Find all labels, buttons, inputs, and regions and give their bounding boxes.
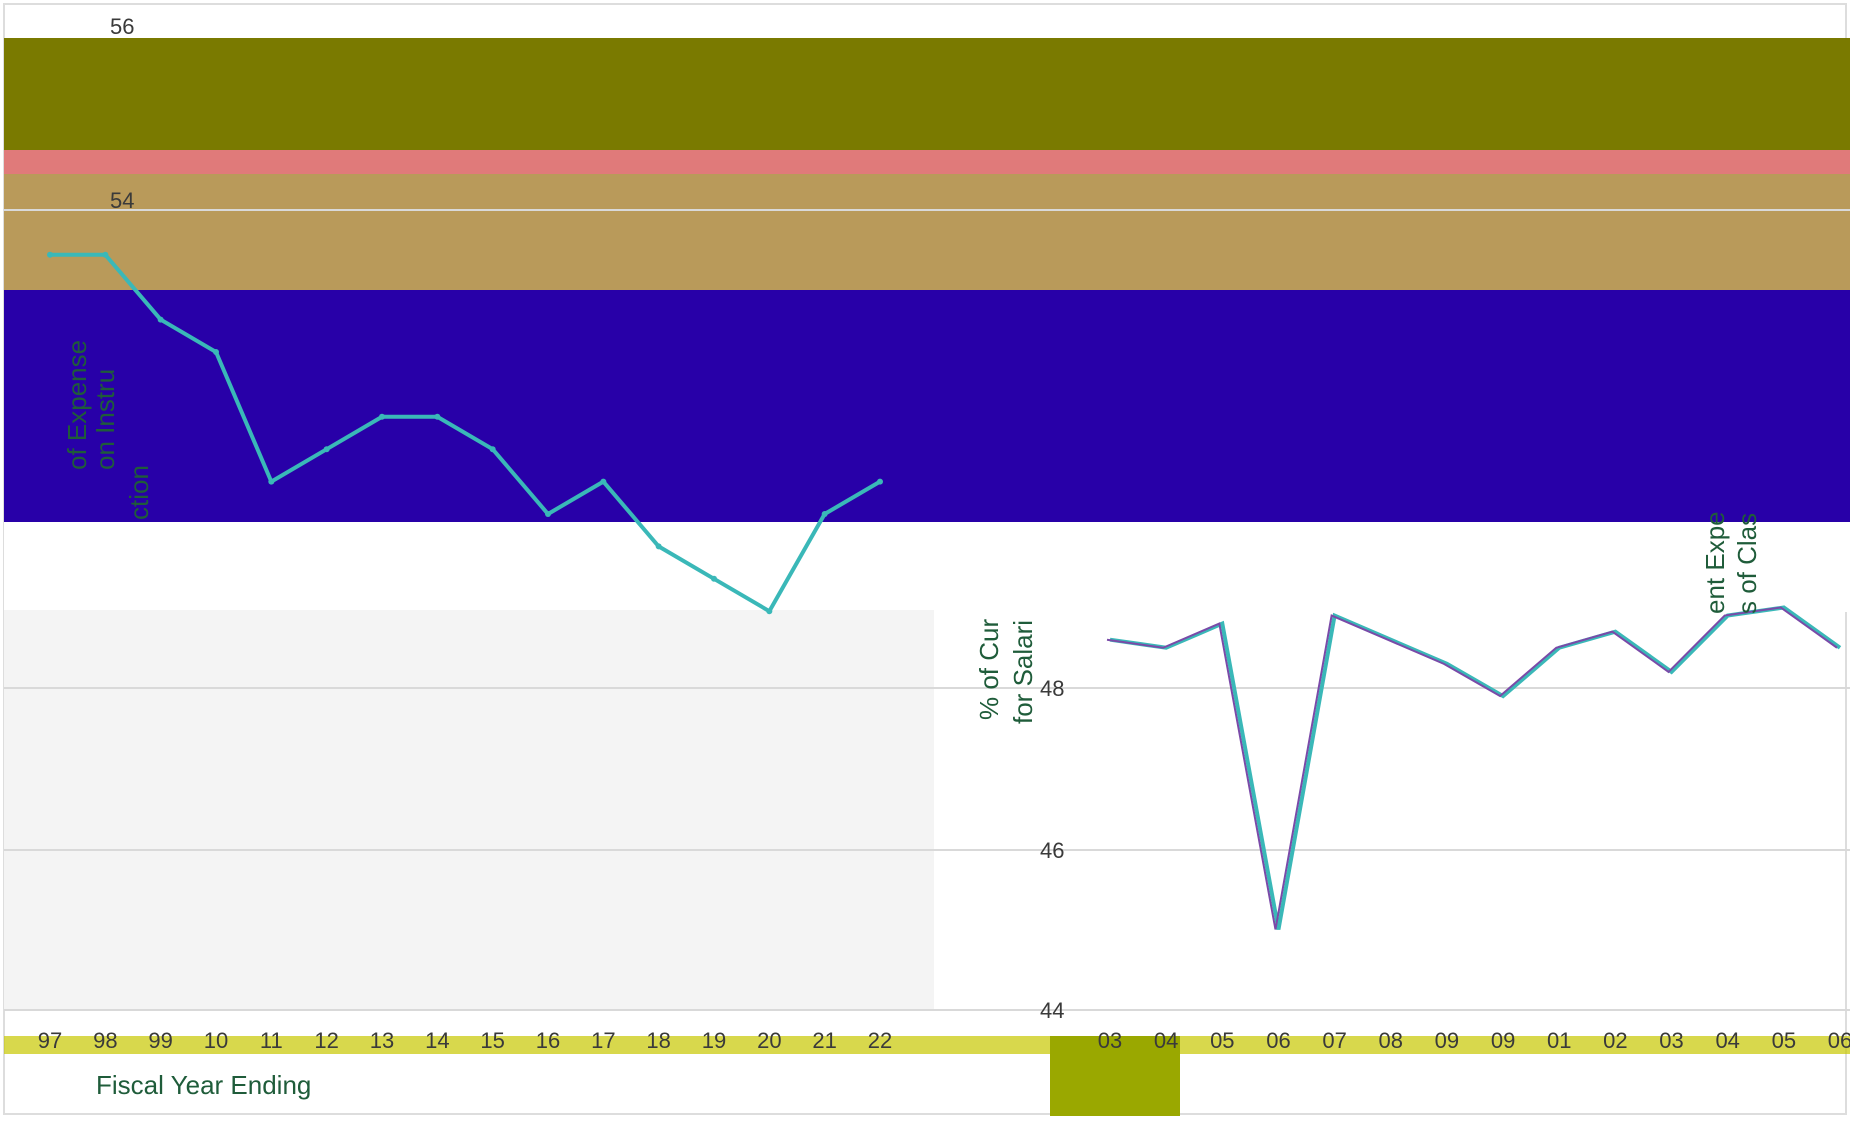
left-series-point — [434, 413, 441, 420]
edge-y-label-fragment: ent Expe — [1700, 511, 1730, 614]
left-x-tick: 15 — [480, 1028, 504, 1053]
right-y-tick: 44 — [1040, 998, 1064, 1023]
right-y-label-fragment: % of Cur — [974, 619, 1004, 720]
left-x-tick: 21 — [812, 1028, 836, 1053]
right-x-tick: 05 — [1772, 1028, 1796, 1053]
right-y-label-fragment: for Salari — [1008, 620, 1038, 724]
left-y-tick: 56 — [110, 14, 134, 39]
right-x-tick: 03 — [1098, 1028, 1122, 1053]
right-x-tick: 07 — [1322, 1028, 1346, 1053]
right-x-tick: 02 — [1603, 1028, 1627, 1053]
left-series-point — [711, 575, 717, 582]
left-series-point — [323, 446, 330, 453]
salmon-band — [4, 150, 1850, 174]
left-y-label-fragment: ction — [124, 465, 154, 520]
left-x-tick: 10 — [204, 1028, 228, 1053]
left-x-tick: 16 — [536, 1028, 560, 1053]
right-y-tick: 48 — [1040, 676, 1064, 701]
left-x-tick: 14 — [425, 1028, 449, 1053]
left-x-tick: 11 — [260, 1028, 283, 1053]
left-y-tick: 54 — [110, 188, 134, 213]
right-x-tick: 06 — [1266, 1028, 1290, 1053]
right-x-tick: 08 — [1379, 1028, 1403, 1053]
right-x-tick: 09 — [1491, 1028, 1515, 1053]
left-x-tick: 20 — [757, 1028, 781, 1053]
edge-y-label-fragment: s of Clas — [1732, 513, 1762, 614]
left-x-tick: 17 — [591, 1028, 615, 1053]
left-series-point — [47, 251, 53, 258]
right-x-tick: 05 — [1210, 1028, 1234, 1053]
right-series-shadow — [1106, 606, 1838, 930]
left-series-point — [655, 543, 662, 550]
white-gap — [4, 522, 1850, 612]
indigo-band — [4, 290, 1850, 522]
left-x-tick: 98 — [93, 1028, 117, 1053]
left-x-tick: 18 — [646, 1028, 670, 1053]
right-x-tick: 03 — [1659, 1028, 1683, 1053]
left-series-point — [213, 349, 219, 355]
left-x-tick: 19 — [702, 1028, 726, 1053]
right-x-tick: 04 — [1154, 1028, 1178, 1053]
green-block — [1050, 1036, 1180, 1116]
olive-band — [4, 38, 1850, 150]
axis-strip — [4, 1036, 1850, 1054]
left-series-point — [766, 608, 773, 615]
left-series-point — [821, 511, 828, 517]
left-series-point — [157, 316, 164, 323]
left-panel-bg — [4, 610, 934, 1010]
left-series-point — [877, 478, 883, 485]
left-x-tick: 12 — [314, 1028, 338, 1053]
left-x-tick: 97 — [38, 1028, 62, 1053]
left-series-point — [379, 413, 385, 420]
right-x-tick: 09 — [1435, 1028, 1459, 1053]
left-y-label-fragment: on Instru — [90, 369, 120, 470]
right-x-tick: 04 — [1715, 1028, 1739, 1053]
left-y-label-fragment: of Expense — [62, 340, 92, 470]
left-series-line — [50, 252, 882, 614]
tan-band — [4, 174, 1850, 290]
x-axis-title: Fiscal Year Ending — [96, 1070, 311, 1100]
left-x-tick: 99 — [148, 1028, 172, 1053]
left-series-point — [268, 478, 275, 485]
left-x-tick: 22 — [868, 1028, 892, 1053]
right-series-line — [1109, 605, 1842, 930]
right-x-tick: 06 — [1828, 1028, 1850, 1053]
right-x-tick: 01 — [1547, 1028, 1571, 1053]
left-series-point — [102, 251, 109, 258]
left-series-point — [489, 446, 496, 453]
left-series-point — [600, 478, 607, 485]
left-series-point — [545, 511, 551, 517]
left-x-tick: 13 — [370, 1028, 394, 1053]
right-y-tick: 46 — [1040, 838, 1064, 863]
